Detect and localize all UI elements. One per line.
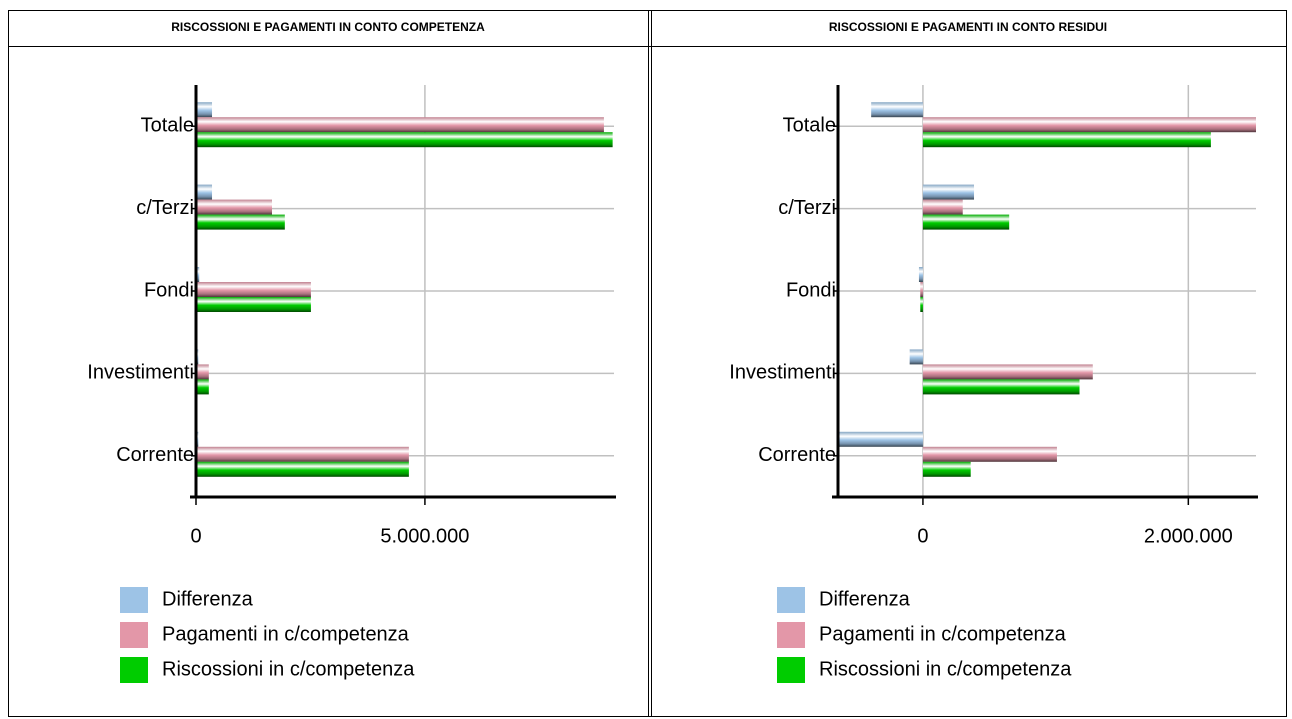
x-tick-label: 0 (190, 525, 201, 547)
chart-title: RISCOSSIONI E PAGAMENTI IN CONTO COMPETE… (171, 20, 485, 34)
bar (918, 267, 923, 282)
legend-label: Differenza (819, 588, 911, 610)
legend-swatch (777, 587, 805, 613)
bar (196, 117, 604, 133)
y-tick-label: c/Terzi (136, 197, 194, 219)
bar (922, 199, 963, 215)
bar (196, 267, 200, 282)
legend-swatch (120, 622, 148, 648)
y-tick-label: Totale (141, 114, 194, 136)
legend-label: Riscossioni in c/competenza (819, 658, 1072, 680)
bar (196, 297, 311, 312)
y-tick-label: Investimenti (729, 362, 836, 384)
legend-label: Differenza (162, 588, 254, 610)
x-tick-label: 5.000.000 (380, 525, 469, 547)
bar (196, 461, 409, 477)
legend-swatch (777, 622, 805, 648)
bar (922, 117, 1256, 133)
y-tick-label: Corrente (116, 444, 194, 466)
bar (196, 282, 311, 297)
chart-title: RISCOSSIONI E PAGAMENTI IN CONTO RESIDUI (829, 20, 1107, 34)
bar (909, 349, 923, 365)
bar (196, 132, 613, 148)
bar (922, 184, 975, 200)
legend-swatch (777, 657, 805, 683)
bar (196, 199, 272, 215)
x-tick-label: 2.000.000 (1144, 525, 1233, 547)
bar (922, 446, 1057, 462)
bar (196, 102, 213, 118)
bar (196, 364, 209, 380)
x-tick-label: 0 (917, 525, 928, 547)
bar (196, 379, 209, 395)
legend-swatch (120, 587, 148, 613)
bar (920, 297, 923, 312)
legend-swatch (120, 657, 148, 683)
legend-label: Pagamenti in c/competenza (162, 623, 410, 645)
y-tick-label: Totale (783, 114, 836, 136)
legend-label: Pagamenti in c/competenza (819, 623, 1067, 645)
table-border (8, 10, 1287, 717)
bar (871, 102, 923, 118)
bar (922, 364, 1093, 380)
bar (922, 461, 971, 477)
bar (196, 446, 409, 462)
y-tick-label: c/Terzi (778, 197, 836, 219)
y-tick-label: Fondi (786, 279, 836, 301)
bar (920, 282, 923, 297)
y-tick-label: Investimenti (87, 362, 194, 384)
bar (922, 132, 1211, 148)
bar (196, 184, 213, 200)
bar (838, 431, 923, 447)
bar (922, 379, 1080, 395)
bar (196, 214, 285, 230)
y-tick-label: Fondi (144, 279, 194, 301)
y-tick-label: Corrente (758, 444, 836, 466)
bar (922, 214, 1010, 230)
legend-label: Riscossioni in c/competenza (162, 658, 415, 680)
